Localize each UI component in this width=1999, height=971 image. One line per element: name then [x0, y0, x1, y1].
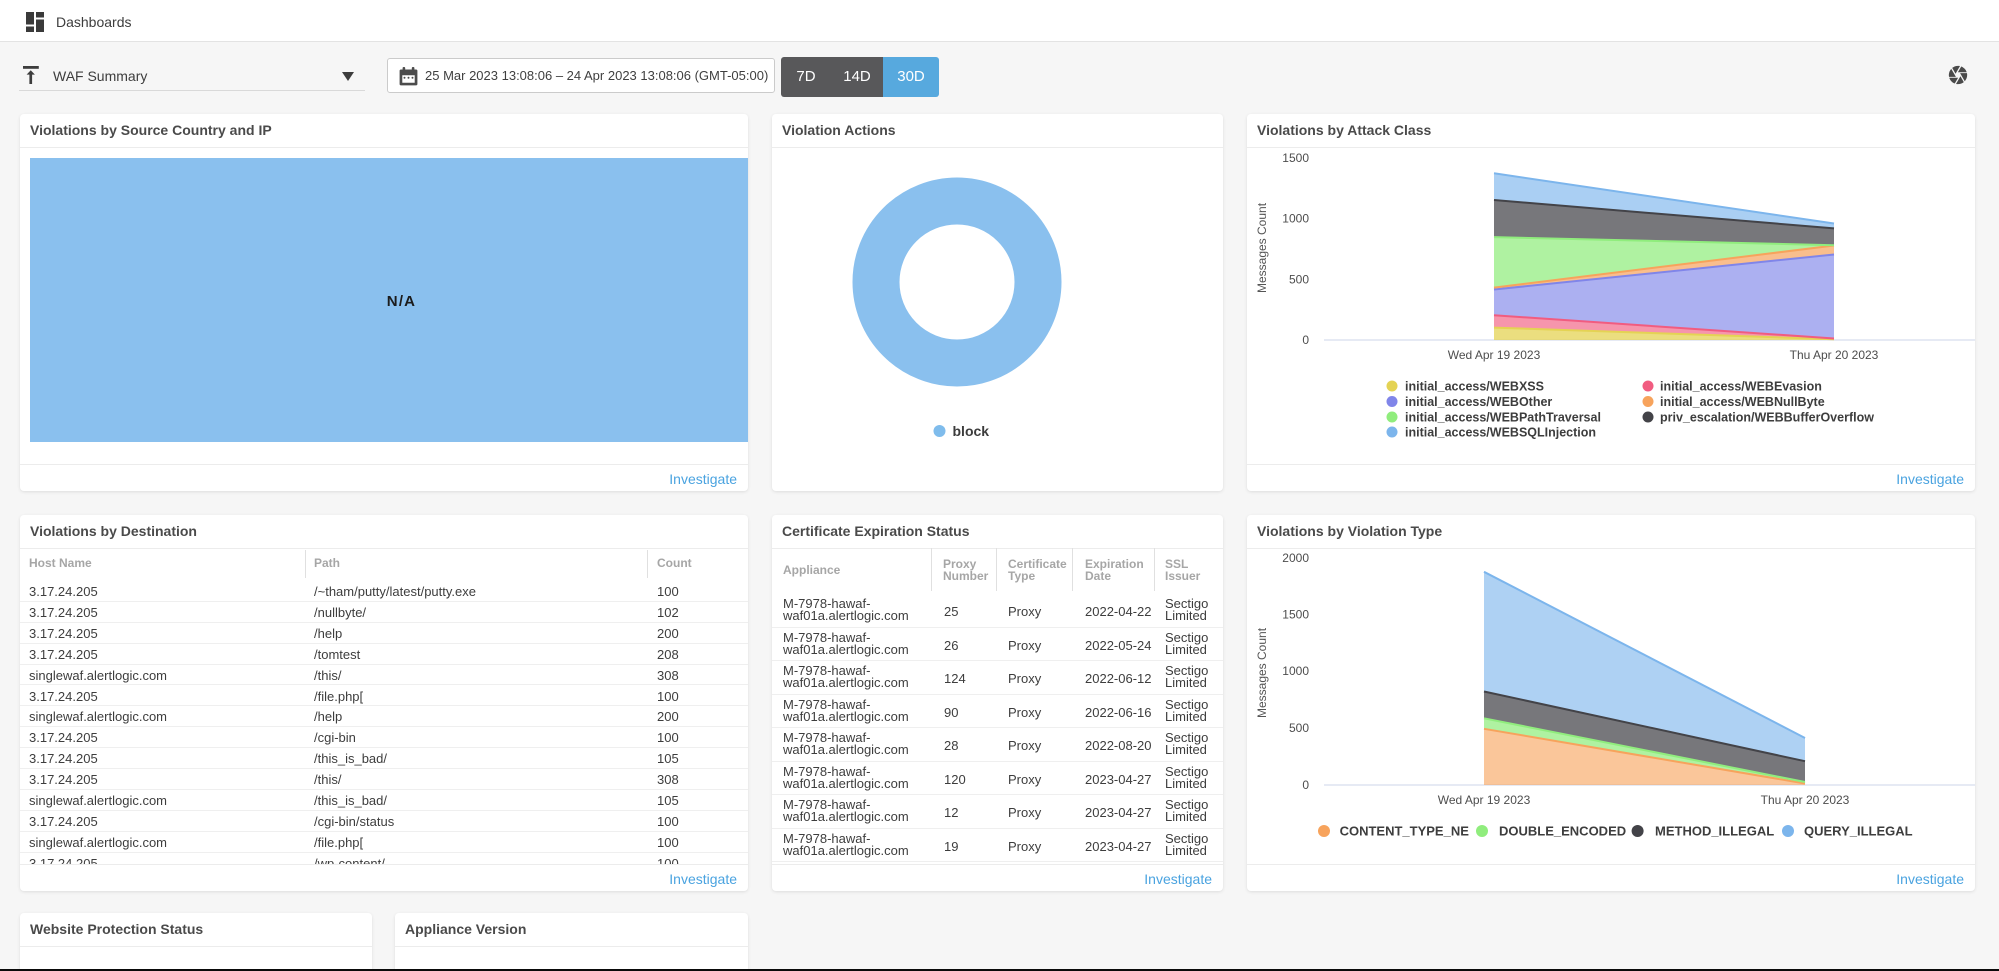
svg-text:1000: 1000 [1282, 664, 1309, 678]
svg-text:QUERY_ILLEGAL: QUERY_ILLEGAL [1804, 824, 1913, 839]
svg-text:CONTENT_TYPE_NE: CONTENT_TYPE_NE [1340, 824, 1470, 839]
svg-text:Thu Apr 20 2023: Thu Apr 20 2023 [1790, 348, 1879, 362]
svg-text:initial_access/WEBNullByte: initial_access/WEBNullByte [1660, 395, 1825, 409]
svg-text:1500: 1500 [1282, 151, 1309, 165]
svg-text:Wed Apr 19 2023: Wed Apr 19 2023 [1448, 348, 1541, 362]
svg-text:initial_access/WEBOther: initial_access/WEBOther [1405, 395, 1552, 409]
svg-text:1500: 1500 [1282, 608, 1309, 622]
svg-text:0: 0 [1302, 778, 1309, 792]
svg-text:500: 500 [1289, 721, 1309, 735]
svg-text:Messages Count: Messages Count [1255, 627, 1269, 718]
svg-text:Thu Apr 20 2023: Thu Apr 20 2023 [1761, 793, 1850, 807]
svg-text:1000: 1000 [1282, 212, 1309, 226]
svg-text:Messages Count: Messages Count [1255, 202, 1269, 293]
svg-text:DOUBLE_ENCODED: DOUBLE_ENCODED [1499, 824, 1626, 839]
svg-text:initial_access/WEBSQLInjection: initial_access/WEBSQLInjection [1405, 426, 1596, 440]
svg-text:0: 0 [1302, 333, 1309, 347]
svg-text:initial_access/WEBXSS: initial_access/WEBXSS [1405, 380, 1544, 394]
svg-text:priv_escalation/WEBBufferOverf: priv_escalation/WEBBufferOverflow [1660, 411, 1874, 425]
svg-text:block: block [953, 423, 990, 439]
svg-text:initial_access/WEBPathTraversa: initial_access/WEBPathTraversal [1405, 411, 1601, 425]
svg-text:500: 500 [1289, 273, 1309, 287]
svg-text:initial_access/WEBEvasion: initial_access/WEBEvasion [1660, 380, 1822, 394]
svg-text:METHOD_ILLEGAL: METHOD_ILLEGAL [1655, 824, 1774, 839]
svg-text:2000: 2000 [1282, 551, 1309, 565]
svg-text:Wed Apr 19 2023: Wed Apr 19 2023 [1438, 793, 1531, 807]
